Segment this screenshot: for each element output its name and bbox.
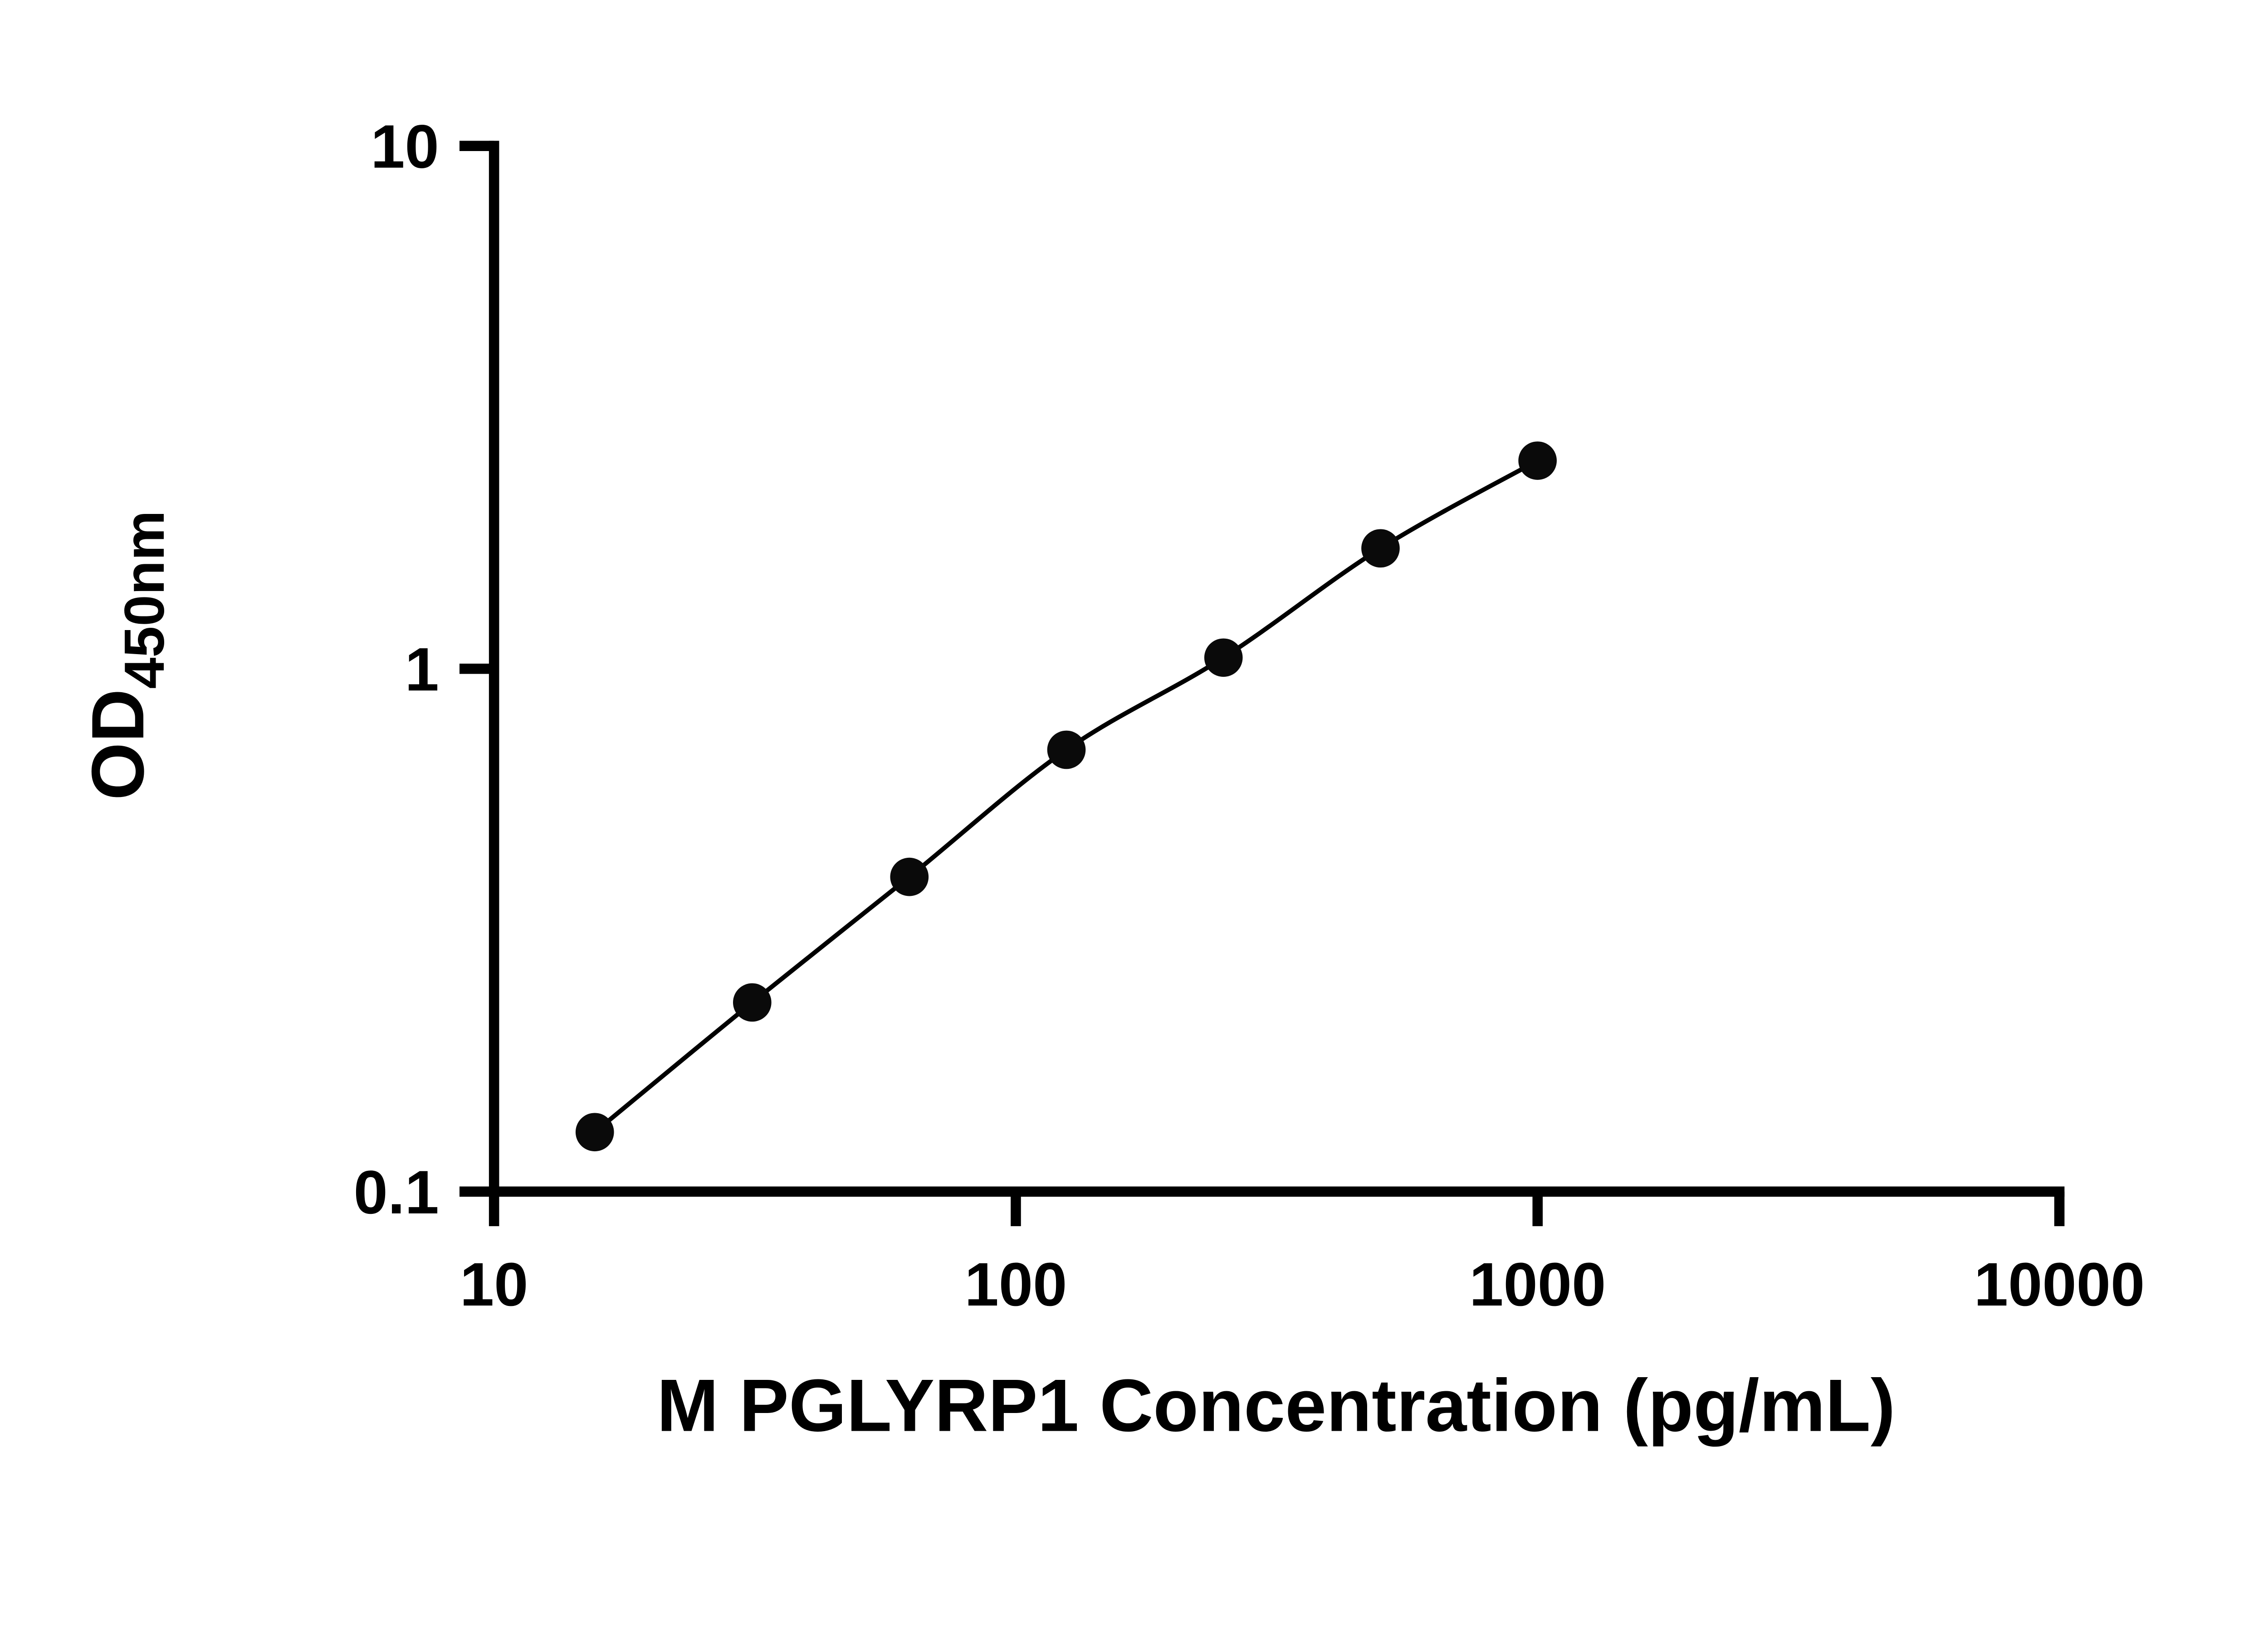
y-tick-label: 0.1	[354, 1158, 439, 1227]
elisa-standard-curve-chart: 10 100 1000 10000 0.1 1 10 M PGLYRP1 Concentra…	[76, 112, 2145, 1447]
data-series	[575, 441, 1557, 1152]
y-axis-title-main: OD	[76, 689, 159, 800]
data-point	[1047, 730, 1086, 769]
y-axis-title-subscript: 450nm	[113, 510, 176, 689]
y-tick-label: 10	[371, 112, 439, 181]
x-axis-title: M PGLYRP1 Concentration (pg/mL)	[657, 1364, 1896, 1447]
data-point	[1518, 441, 1557, 480]
tick-marks	[459, 141, 2065, 1227]
x-tick-label: 10000	[1974, 1250, 2145, 1319]
chart-canvas: 10 100 1000 10000 0.1 1 10 M PGLYRP1 Concentra…	[76, 112, 2145, 1447]
data-point	[890, 857, 929, 896]
y-axis-title: OD450nm	[76, 510, 176, 800]
axis-lines	[489, 141, 2065, 1197]
standard-curve-line	[593, 459, 1539, 1134]
x-tick-label: 100	[964, 1250, 1067, 1319]
axes	[489, 141, 2065, 1197]
x-tick-label: 1000	[1469, 1250, 1606, 1319]
x-tick-label: 10	[460, 1250, 528, 1319]
y-tick-label: 1	[405, 635, 439, 704]
data-point	[1204, 638, 1243, 677]
data-point	[733, 983, 772, 1022]
data-point	[575, 1113, 614, 1152]
tick-labels: 10 100 1000 10000 0.1 1 10	[354, 112, 2145, 1319]
data-point	[1361, 529, 1400, 568]
